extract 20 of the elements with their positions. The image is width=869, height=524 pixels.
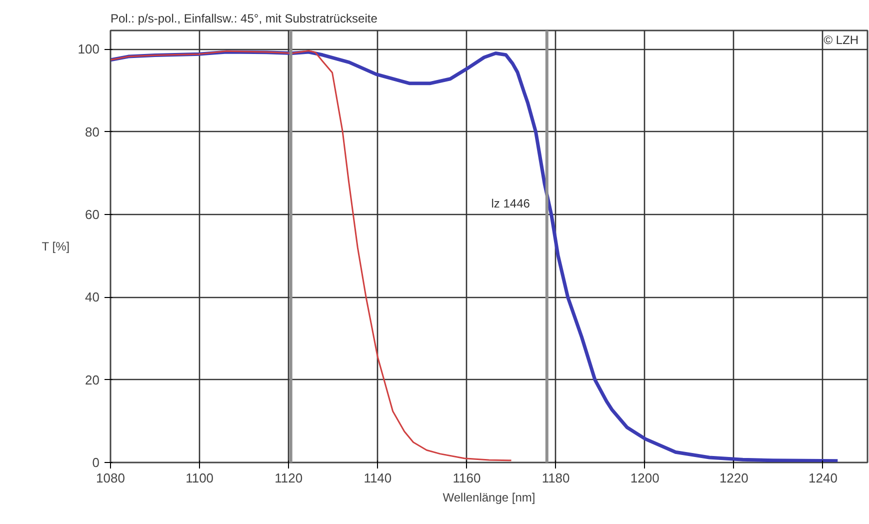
x-tick-label: 1100: [186, 470, 214, 486]
chart-title: Pol.: p/s-pol., Einfallsw.: 45°, mit Substratrückseite: [110, 12, 378, 26]
y-tick-label: 20: [85, 372, 100, 388]
y-tick-label: 60: [85, 206, 100, 222]
x-tick-label: 1160: [452, 470, 481, 486]
x-tick-label: 1120: [274, 470, 303, 486]
y-tick-label: 0: [92, 455, 100, 470]
x-tick-label: 1240: [808, 470, 838, 486]
x-tick-label: 1220: [719, 470, 748, 486]
annotation: lz 1446: [491, 196, 530, 210]
x-tick-label: 1200: [630, 470, 660, 486]
y-tick-label: 100: [78, 42, 100, 57]
y-tick-label: 40: [85, 290, 100, 305]
y-axis-title: T [%]: [42, 240, 70, 254]
y-tick-label: 80: [85, 124, 100, 140]
x-tick-label: 1180: [542, 470, 570, 486]
x-axis-title: Wellenlänge [nm]: [442, 490, 536, 504]
annotation: © LZH: [824, 33, 859, 48]
x-tick-label: 1080: [96, 470, 125, 486]
x-tick-label: 1140: [364, 470, 392, 486]
